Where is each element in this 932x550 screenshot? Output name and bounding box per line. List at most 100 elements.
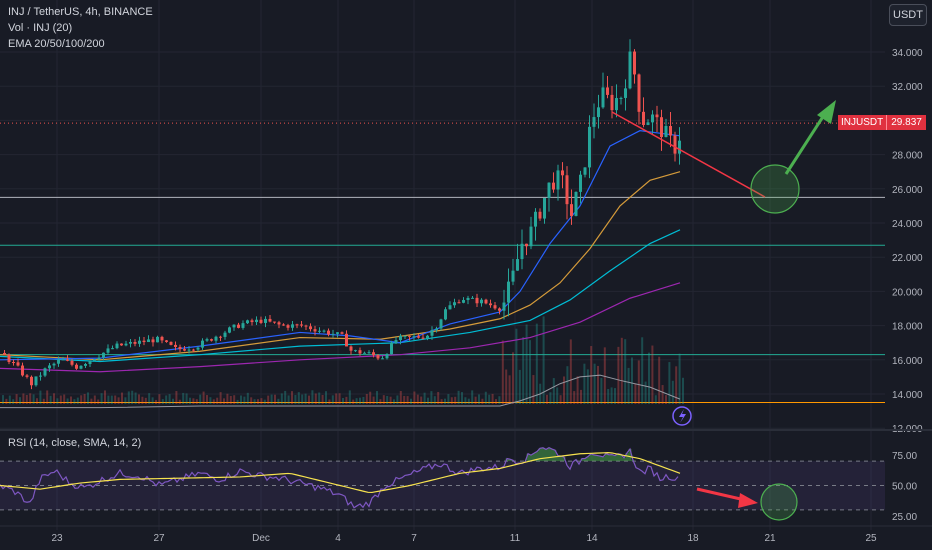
volume-bar bbox=[270, 394, 273, 404]
rsi-pane: 75.00 50.00 25.00 bbox=[0, 429, 932, 523]
volume-bar bbox=[678, 353, 681, 404]
candle-body bbox=[556, 170, 560, 190]
volume-bar bbox=[243, 396, 246, 404]
target-circle bbox=[750, 164, 800, 214]
candle-body bbox=[16, 362, 20, 366]
candle-body bbox=[453, 302, 456, 306]
volume-bar bbox=[195, 399, 198, 404]
candle-body bbox=[259, 319, 263, 323]
volume-bar bbox=[566, 366, 569, 404]
volume-bar bbox=[559, 395, 562, 404]
volume-bar bbox=[580, 389, 582, 404]
volume-bar bbox=[467, 398, 470, 404]
candle-body bbox=[7, 354, 11, 363]
candle-body bbox=[178, 346, 182, 350]
volume-bar bbox=[600, 377, 603, 404]
volume-bar bbox=[107, 395, 110, 404]
volume-bar bbox=[328, 399, 331, 404]
price-tick-label: 32.000 bbox=[892, 82, 923, 93]
candle-body bbox=[606, 87, 609, 95]
volume-bar bbox=[223, 398, 225, 404]
volume-bar bbox=[423, 392, 426, 404]
volume-bar bbox=[25, 395, 28, 404]
candle-body bbox=[543, 198, 546, 219]
volume-bar bbox=[87, 392, 89, 404]
volume-bar bbox=[93, 395, 96, 404]
volume-bar bbox=[158, 394, 161, 404]
candle-body bbox=[160, 336, 164, 341]
candle-body bbox=[3, 352, 6, 355]
price-axis[interactable]: 34.00032.00030.00028.00026.00024.00022.0… bbox=[892, 48, 923, 435]
candle-body bbox=[565, 175, 569, 205]
volume-bar bbox=[549, 392, 552, 404]
volume-bar bbox=[427, 397, 429, 404]
lightning-bolt-icon bbox=[679, 409, 686, 423]
ema100-line bbox=[0, 229, 681, 363]
price-tick-label: 18.000 bbox=[892, 322, 923, 333]
candle-body bbox=[250, 320, 254, 323]
candle-body bbox=[133, 341, 137, 344]
volume-bar bbox=[386, 395, 389, 404]
volume-bar bbox=[348, 390, 351, 404]
candle-body bbox=[615, 98, 618, 111]
volume-bar bbox=[219, 392, 222, 404]
volume-bar bbox=[19, 397, 21, 404]
volume-bar bbox=[5, 398, 8, 404]
volume-bar bbox=[406, 396, 409, 404]
candle-body bbox=[493, 305, 497, 309]
volume-bar bbox=[257, 399, 259, 404]
volume-ma-line bbox=[0, 374, 681, 409]
volume-legend: Vol · INJ (20) bbox=[8, 22, 73, 34]
time-tick-label: 11 bbox=[510, 533, 521, 544]
candle-body bbox=[174, 344, 177, 347]
candle-body bbox=[30, 376, 33, 386]
volume-bar bbox=[144, 397, 147, 404]
candle-body bbox=[669, 126, 672, 136]
time-axis[interactable]: 23 27 Dec 4 7 11 14 18 21 25 bbox=[0, 525, 932, 544]
volume-bar bbox=[634, 383, 637, 404]
candle-body bbox=[277, 322, 281, 325]
volume-bar bbox=[461, 392, 463, 404]
volume-bar bbox=[376, 391, 378, 404]
candle-body bbox=[547, 182, 551, 199]
volume-bar bbox=[495, 399, 497, 404]
candle-body bbox=[561, 170, 564, 176]
volume-bar bbox=[277, 398, 280, 404]
volume-bar bbox=[515, 328, 518, 404]
candle-body bbox=[304, 325, 308, 327]
volume-bar bbox=[178, 399, 181, 404]
volume-bar bbox=[29, 393, 32, 404]
candle-body bbox=[484, 299, 488, 304]
volume-bar bbox=[253, 399, 256, 404]
candle-body bbox=[462, 300, 465, 303]
volume-bar bbox=[240, 395, 242, 404]
volume-bar bbox=[481, 398, 484, 404]
candle-body bbox=[169, 341, 173, 345]
candle-body bbox=[129, 341, 132, 344]
candle-body bbox=[358, 350, 362, 354]
volume-bar bbox=[22, 393, 25, 404]
currency-unit-button[interactable]: USDT bbox=[889, 4, 927, 26]
volume-bar bbox=[325, 391, 327, 404]
candle-body bbox=[583, 167, 587, 175]
volume-bar bbox=[569, 339, 572, 404]
candle-body bbox=[597, 107, 600, 118]
up-arrow-head bbox=[817, 100, 836, 124]
volume-bar bbox=[76, 397, 79, 404]
volume-bar bbox=[651, 345, 654, 404]
candle-body bbox=[120, 343, 123, 346]
volume-bar bbox=[491, 393, 494, 404]
candle-body bbox=[39, 375, 42, 377]
time-tick-label: 18 bbox=[687, 533, 699, 544]
candle-body bbox=[12, 362, 15, 364]
symbol-title: INJ / TetherUS, 4h, BINANCE bbox=[8, 6, 153, 18]
candle-body bbox=[138, 340, 141, 344]
volume-bar bbox=[175, 391, 178, 404]
candle-body bbox=[376, 355, 380, 359]
candle-body bbox=[426, 335, 429, 339]
volume-bars bbox=[0, 316, 684, 409]
volume-bar bbox=[124, 397, 127, 404]
volume-bar bbox=[97, 399, 100, 404]
volume-bar bbox=[291, 391, 293, 404]
candle-body bbox=[601, 87, 605, 108]
